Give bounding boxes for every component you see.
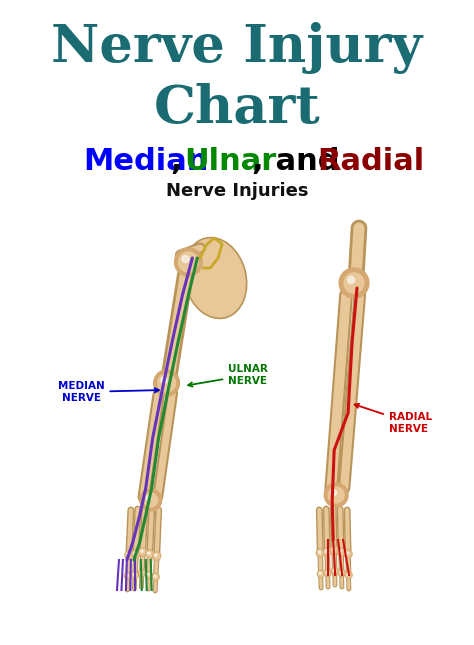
Circle shape [316, 549, 324, 557]
Circle shape [323, 548, 331, 556]
Circle shape [132, 550, 140, 558]
Circle shape [319, 551, 320, 553]
Text: Radial: Radial [317, 148, 424, 177]
Circle shape [125, 551, 133, 559]
Circle shape [153, 575, 158, 579]
Circle shape [324, 570, 331, 577]
Circle shape [317, 550, 323, 556]
Circle shape [330, 546, 338, 554]
Circle shape [147, 573, 149, 575]
Circle shape [337, 548, 345, 556]
Circle shape [346, 573, 351, 577]
Circle shape [338, 570, 345, 577]
Circle shape [148, 552, 150, 554]
Text: Nerve Injury: Nerve Injury [51, 22, 423, 74]
Circle shape [319, 571, 323, 577]
Circle shape [140, 489, 162, 511]
Circle shape [325, 550, 328, 552]
Circle shape [139, 570, 144, 575]
Circle shape [154, 575, 156, 577]
Circle shape [346, 552, 348, 554]
Circle shape [174, 248, 202, 276]
Circle shape [127, 553, 129, 555]
Text: Nerve Injuries: Nerve Injuries [166, 182, 308, 200]
Circle shape [153, 552, 161, 560]
Circle shape [131, 571, 138, 579]
Circle shape [347, 277, 355, 284]
Circle shape [331, 568, 338, 575]
Circle shape [126, 552, 132, 558]
Circle shape [141, 550, 143, 552]
Circle shape [145, 571, 152, 579]
Circle shape [147, 551, 153, 557]
Text: ULNAR
NERVE: ULNAR NERVE [188, 364, 268, 386]
Circle shape [339, 268, 369, 298]
Circle shape [125, 573, 131, 579]
Circle shape [344, 550, 352, 558]
Circle shape [324, 549, 330, 555]
Circle shape [326, 571, 328, 573]
Circle shape [134, 552, 136, 554]
Ellipse shape [183, 237, 246, 319]
Text: Ulnar: Ulnar [184, 148, 276, 177]
Circle shape [332, 568, 337, 573]
Circle shape [325, 570, 330, 575]
Circle shape [133, 551, 139, 557]
Circle shape [319, 572, 321, 574]
Circle shape [328, 487, 344, 503]
Text: RADIAL
NERVE: RADIAL NERVE [355, 404, 432, 434]
Circle shape [138, 570, 145, 577]
Circle shape [133, 573, 135, 575]
Circle shape [146, 573, 151, 577]
Circle shape [154, 553, 160, 559]
Circle shape [126, 573, 130, 579]
Circle shape [339, 550, 341, 552]
Circle shape [126, 575, 128, 576]
Circle shape [154, 370, 180, 396]
Circle shape [140, 571, 142, 573]
Circle shape [146, 495, 151, 501]
Circle shape [333, 570, 335, 571]
Text: Median: Median [83, 148, 208, 177]
Circle shape [331, 490, 337, 495]
Circle shape [324, 483, 348, 507]
Circle shape [139, 548, 147, 556]
Circle shape [158, 374, 175, 392]
Circle shape [344, 273, 364, 293]
Circle shape [345, 551, 351, 557]
Circle shape [144, 493, 158, 507]
Circle shape [331, 547, 337, 553]
Circle shape [182, 255, 189, 263]
Text: Chart: Chart [154, 83, 320, 134]
Circle shape [132, 573, 137, 577]
Circle shape [155, 554, 157, 556]
Text: MEDIAN
NERVE: MEDIAN NERVE [58, 381, 159, 402]
Circle shape [338, 549, 344, 555]
Circle shape [146, 550, 154, 558]
Text: and: and [265, 148, 350, 177]
Circle shape [345, 571, 352, 579]
Circle shape [332, 548, 334, 550]
Circle shape [347, 573, 349, 575]
Circle shape [340, 571, 342, 573]
Circle shape [152, 573, 159, 580]
Text: ,: , [170, 148, 182, 177]
Circle shape [317, 570, 324, 577]
Text: ,: , [251, 148, 263, 177]
Circle shape [179, 252, 198, 272]
Circle shape [140, 549, 146, 555]
Circle shape [339, 570, 344, 575]
Circle shape [161, 377, 167, 383]
